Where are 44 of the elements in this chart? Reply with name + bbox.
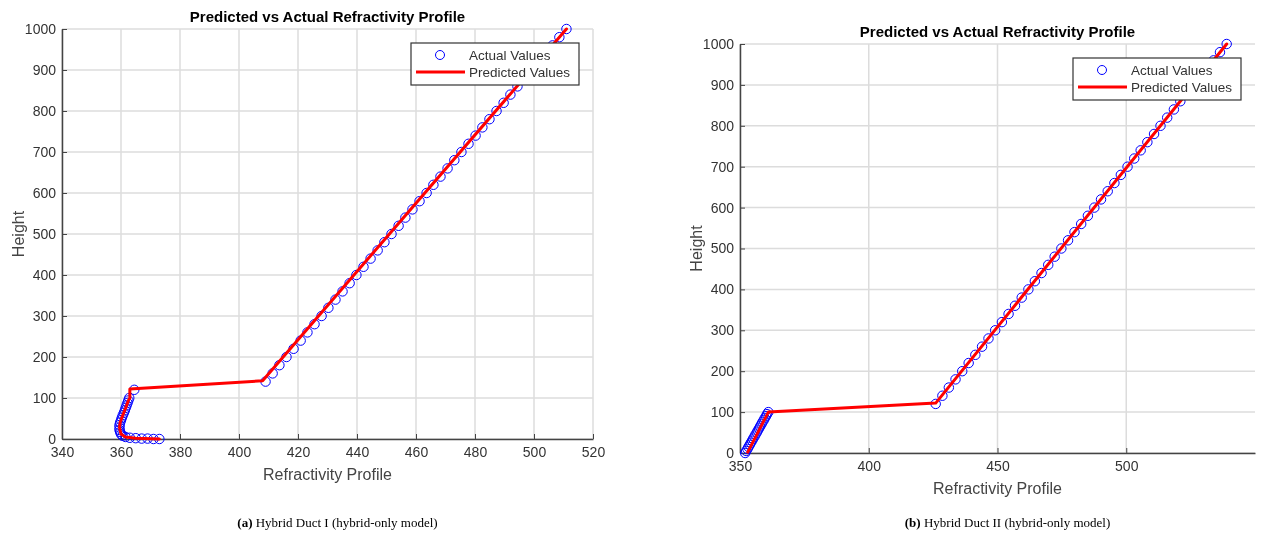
y-axis-title: Height [10, 210, 27, 258]
text: (b) Hybrid Duct II (hybrid-only model) [904, 515, 1111, 530]
x-tick-label: 520 [581, 443, 606, 460]
x-tick-label: 360 [109, 443, 134, 460]
y-tick-label: 300 [710, 322, 735, 339]
y-axis-title: Height [688, 224, 705, 272]
y-tick-label: 1000 [24, 20, 57, 37]
x-tick-label: 400 [227, 443, 252, 460]
y-tick-label: 400 [32, 266, 57, 283]
x-tick-label: 500 [1115, 457, 1139, 474]
y-tick-label: 100 [32, 389, 57, 406]
x-tick-label: 480 [463, 443, 488, 460]
x-tick-label: 380 [168, 443, 193, 460]
chart-title: Predicted vs Actual Refractivity Profile [189, 8, 466, 25]
x-tick-label: 420 [286, 443, 311, 460]
x-axis-title: Refractivity Profile [933, 480, 1063, 497]
y-tick-label: 100 [710, 404, 735, 421]
y-tick-label: 600 [710, 199, 735, 216]
legend-label: Predicted Values [1131, 80, 1233, 95]
x-axis-title: Refractivity Profile [263, 466, 393, 483]
y-tick-label: 700 [32, 143, 57, 160]
x-tick-label: 400 [857, 457, 882, 474]
y-tick-label: 500 [32, 225, 57, 242]
x-tick-label: 460 [404, 443, 429, 460]
legend-label: Actual Values [1131, 63, 1213, 78]
x-tick-label: 450 [986, 457, 1010, 474]
chart-title: Predicted vs Actual Refractivity Profile [859, 23, 1136, 40]
text: (a) Hybrid Duct I (hybrid-only model) [237, 515, 438, 530]
y-tick-label: 500 [710, 240, 735, 257]
y-tick-label: 400 [710, 281, 735, 298]
x-tick-label: 440 [345, 443, 370, 460]
y-tick-label: 200 [710, 363, 735, 380]
legend-label: Actual Values [469, 48, 551, 63]
y-tick-label: 900 [32, 61, 57, 78]
y-tick-label: 600 [32, 184, 57, 201]
y-tick-label: 800 [32, 102, 57, 119]
y-tick-label: 1000 [702, 35, 735, 52]
y-tick-label: 800 [710, 117, 735, 134]
y-tick-label: 700 [710, 158, 735, 175]
y-tick-label: 900 [710, 76, 735, 93]
y-tick-label: 300 [32, 307, 57, 324]
legend-label: Predicted Values [469, 65, 571, 80]
y-tick-label: 200 [32, 348, 57, 365]
x-tick-label: 500 [522, 443, 547, 460]
